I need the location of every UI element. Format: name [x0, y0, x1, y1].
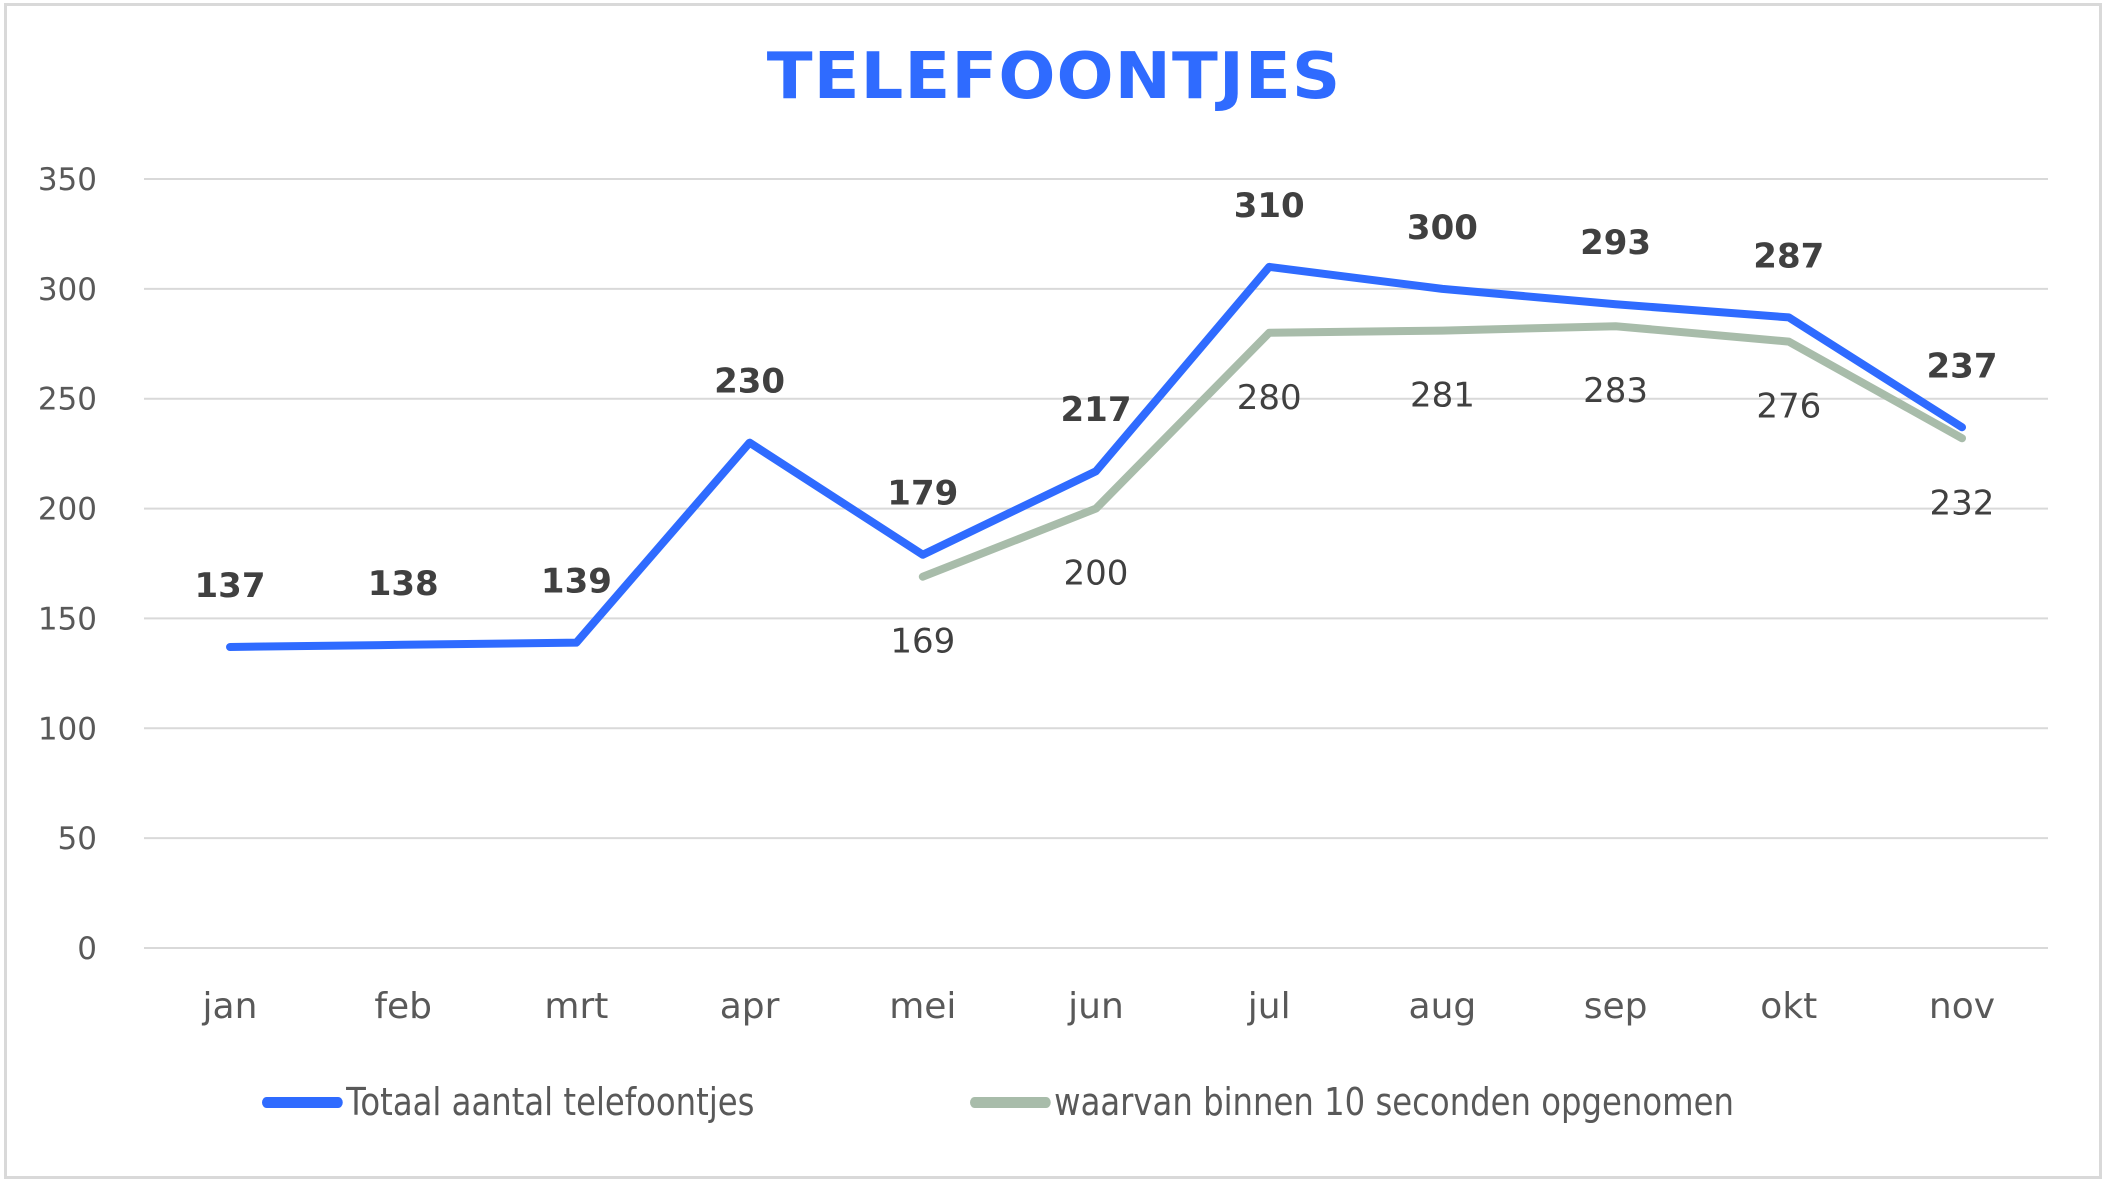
- x-tick-label: jan: [202, 986, 258, 1027]
- y-tick-label: 250: [38, 382, 97, 418]
- data-label: 232: [1930, 483, 1995, 523]
- data-label: 139: [541, 562, 612, 602]
- data-label: 200: [1064, 554, 1129, 594]
- data-label: 310: [1234, 186, 1305, 226]
- data-label: 276: [1756, 387, 1821, 427]
- y-tick-label: 300: [38, 272, 97, 308]
- data-label: 287: [1753, 236, 1824, 276]
- legend-swatch-total: [262, 1096, 343, 1108]
- legend-label-answered: waarvan binnen 10 seconden opgenomen: [1054, 1080, 1734, 1124]
- data-label: 138: [368, 564, 439, 604]
- legend-item-answered: waarvan binnen 10 seconden opgenomen: [970, 1080, 1734, 1124]
- data-label: 300: [1407, 208, 1478, 248]
- x-tick-label: jun: [1067, 986, 1124, 1027]
- data-label: 281: [1410, 376, 1475, 416]
- y-tick-label: 150: [38, 601, 97, 637]
- x-tick-label: apr: [720, 986, 780, 1027]
- series-line-1: [918, 322, 1966, 581]
- data-label: 230: [714, 362, 785, 402]
- legend-swatch-answered: [970, 1096, 1051, 1108]
- legend-label-total: Totaal aantal telefoontjes: [346, 1080, 755, 1124]
- x-tick-label: nov: [1929, 986, 1995, 1027]
- x-tick-label: okt: [1760, 986, 1817, 1027]
- y-tick-label: 350: [38, 162, 97, 198]
- chart-frame: [4, 3, 2102, 1179]
- data-label: 179: [887, 474, 958, 514]
- x-tick-label: mei: [889, 986, 956, 1027]
- y-tick-label: 200: [38, 492, 97, 528]
- data-label: 217: [1061, 390, 1132, 430]
- x-tick-label: mrt: [544, 986, 608, 1027]
- x-tick-label: jul: [1247, 986, 1291, 1027]
- data-label: 137: [195, 566, 266, 606]
- x-tick-label: feb: [374, 986, 432, 1027]
- y-tick-label: 50: [58, 821, 97, 857]
- data-label: 237: [1927, 346, 1998, 386]
- y-tick-label: 100: [38, 711, 97, 747]
- x-tick-label: aug: [1409, 986, 1477, 1027]
- data-label: 283: [1583, 371, 1648, 411]
- y-tick-label: 0: [77, 931, 97, 967]
- data-label: 293: [1580, 223, 1651, 263]
- legend-item-total: Totaal aantal telefoontjes: [262, 1080, 754, 1124]
- x-tick-label: sep: [1584, 986, 1648, 1027]
- series-line-0: [226, 262, 1966, 651]
- data-label: 169: [890, 622, 955, 662]
- chart-title: TELEFOONTJES: [766, 40, 1342, 114]
- data-label: 280: [1237, 378, 1302, 418]
